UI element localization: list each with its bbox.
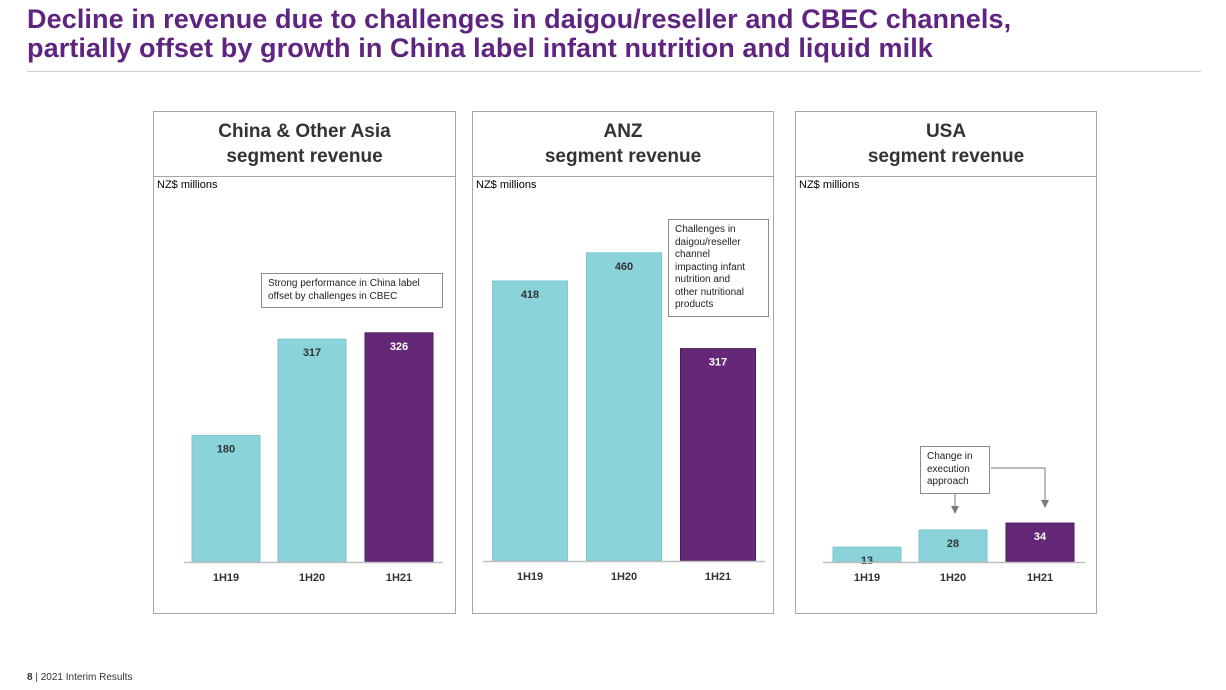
x-tick-label: 1H19 (517, 571, 543, 583)
annotation-line: other nutritional (675, 286, 744, 298)
title-divider (27, 71, 1201, 72)
bar-value-label: 326 (390, 341, 408, 353)
bar-value-label: 317 (709, 357, 727, 369)
x-tick-label: 1H19 (213, 572, 239, 584)
bar-value-label: 34 (1034, 531, 1047, 543)
x-tick-label: 1H21 (1027, 572, 1053, 584)
bar-1h21 (364, 332, 434, 563)
x-tick-label: 1H20 (611, 571, 637, 583)
annotation-line: products (675, 299, 714, 310)
chart-annotation: Challenges in daigou/reseller channel im… (668, 219, 769, 317)
footer: 8 | 2021 Interim Results (27, 672, 132, 683)
unit-label: NZ$ millions (157, 179, 218, 191)
panel-heading: USA segment revenue (796, 112, 1096, 177)
bar-value-label: 28 (947, 538, 959, 550)
anz-bar-chart: 418 1H19 460 1H20 317 1H21 (483, 252, 765, 583)
x-tick-label: 1H19 (854, 572, 880, 584)
bar-value-label: 418 (521, 289, 539, 301)
bar-1h21 (1005, 522, 1075, 563)
panel-heading-line-1: China & Other Asia (218, 121, 391, 142)
x-tick-label: 1H20 (940, 572, 966, 584)
chart-annotation: Change in execution approach (920, 446, 990, 494)
x-tick-label: 1H21 (386, 572, 412, 584)
annotation-line: channel (675, 249, 711, 260)
bar-1h19 (492, 280, 568, 562)
panel-heading-line-2: segment revenue (544, 146, 702, 167)
china-asia-panel: China & Other Asia segment revenue NZ$ m… (153, 111, 456, 614)
bar-value-label: 317 (303, 347, 321, 359)
footer-separator: | (35, 672, 38, 683)
annotation-line: daigou/reseller (675, 236, 741, 248)
annotation-line: Strong performance in China label (268, 278, 420, 289)
slide-title-line-2: partially offset by growth in China labe… (27, 33, 933, 63)
annotation-line: impacting infant (675, 261, 746, 273)
panel-heading: China & Other Asia segment revenue (154, 112, 455, 177)
annotation-line: execution (927, 463, 970, 475)
unit-label: NZ$ millions (799, 179, 860, 191)
annotation-connector (991, 467, 1049, 508)
china-asia-bar-chart: 180 1H19 317 1H20 326 1H21 (184, 332, 443, 584)
panel-heading: ANZ segment revenue (473, 112, 773, 177)
bar-1h21 (680, 348, 756, 562)
usa-panel: USA segment revenue NZ$ millions 13 1H19 2… (795, 111, 1097, 614)
page-number: 8 (27, 672, 33, 683)
annotation-line: Change in (927, 451, 973, 462)
bar-1h19 (191, 434, 261, 563)
bar-value-label: 460 (615, 261, 633, 273)
slide-title: Decline in revenue due to challenges in … (27, 5, 1207, 63)
slide-title-line-1: Decline in revenue due to challenges in … (27, 4, 1012, 34)
x-tick-label: 1H21 (705, 571, 731, 583)
bar-1h20 (586, 252, 662, 562)
annotation-line: offset by challenges in CBEC (268, 290, 398, 302)
bar-value-label: 13 (861, 555, 873, 567)
annotation-line: nutrition and (675, 274, 731, 285)
usa-bar-chart: 13 1H19 28 1H20 34 1H21 (823, 467, 1085, 584)
anz-panel: ANZ segment revenue NZ$ millions 418 1H19… (472, 111, 774, 614)
annotation-line: Challenges in (675, 224, 736, 235)
annotation-line: approach (927, 476, 969, 487)
bar-1h20 (277, 338, 347, 563)
bar-1h20 (918, 529, 988, 563)
panel-heading-line-1: ANZ (603, 121, 643, 142)
x-tick-label: 1H20 (299, 572, 325, 584)
unit-label: NZ$ millions (476, 179, 537, 191)
panel-heading-line-1: USA (925, 121, 967, 142)
footer-text: 2021 Interim Results (40, 672, 133, 683)
chart-annotation: Strong performance in China label offset… (261, 273, 443, 308)
panel-heading-line-2: segment revenue (867, 146, 1025, 167)
panel-heading-line-2: segment revenue (226, 146, 383, 167)
bar-value-label: 180 (217, 443, 235, 455)
